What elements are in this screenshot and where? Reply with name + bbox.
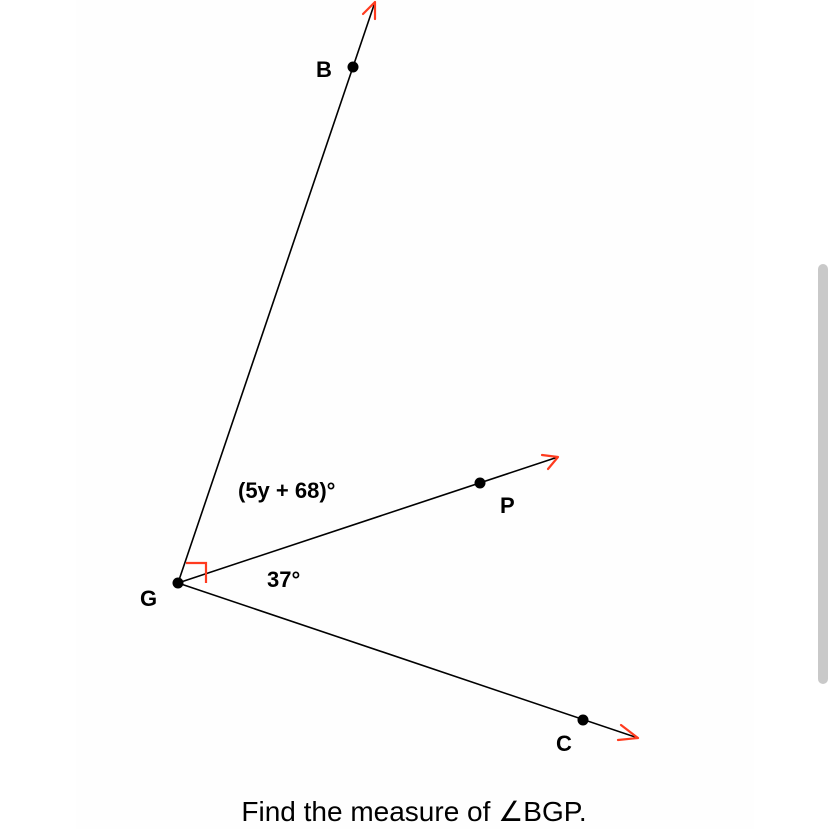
- ray-gc: [178, 583, 638, 738]
- question-text: Find the measure of ∠BGP.: [0, 795, 828, 828]
- angle-label-bgp: (5y + 68)°: [238, 478, 335, 504]
- angle-diagram-svg: [0, 0, 828, 829]
- label-b: B: [316, 57, 332, 83]
- point-p: [475, 478, 486, 489]
- point-b: [348, 62, 359, 73]
- angle-label-pgc: 37°: [267, 567, 300, 593]
- scrollbar-thumb[interactable]: [818, 264, 828, 684]
- ray-gp: [178, 457, 558, 583]
- label-p: P: [500, 493, 515, 519]
- point-c: [578, 715, 589, 726]
- arrow-b: [363, 2, 375, 19]
- point-g: [173, 578, 184, 589]
- label-g: G: [140, 586, 157, 612]
- page: B P C G (5y + 68)° 37° Find the measure …: [0, 0, 828, 829]
- label-c: C: [556, 731, 572, 757]
